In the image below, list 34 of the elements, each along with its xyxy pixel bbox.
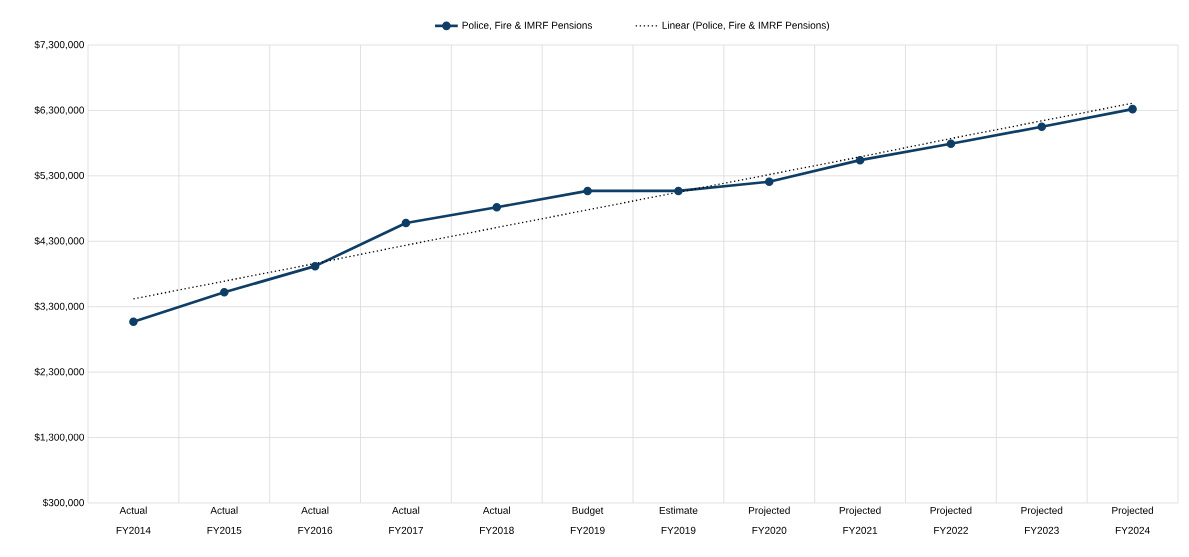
y-tick-label: $4,300,000: [34, 236, 85, 246]
point: [492, 202, 502, 212]
y-tick-label: $6,300,000: [34, 106, 85, 115]
category-label: Actual FY2014: [116, 506, 151, 534]
y-tick-label: $2,300,000: [34, 367, 85, 377]
point: [674, 186, 683, 196]
legend-label: Linear (Police, Fire & IMRF Pensions): [662, 21, 829, 31]
point: [1037, 122, 1047, 132]
y-tick-label: $3,300,000: [34, 302, 85, 312]
x-tick-label: Projected FY2022: [930, 506, 972, 534]
point: [764, 177, 774, 187]
point: [129, 317, 138, 327]
category-label: Actual FY2018: [480, 506, 514, 534]
category-label: Actual FY2017: [389, 506, 423, 534]
y-tick-label: $300,000: [42, 498, 85, 508]
y-tick-label: $7,300,000: [34, 40, 85, 50]
y-tick-label: $5,300,000: [34, 171, 85, 181]
x-tick-label: Projected FY2023: [1021, 506, 1063, 534]
x-tick-label: Projected FY2024: [1112, 506, 1154, 534]
point: [855, 155, 865, 165]
point: [583, 186, 592, 196]
point: [310, 261, 320, 271]
y-tick-label: $1,300,000: [34, 433, 85, 442]
category-label: Actual FY2015: [207, 506, 242, 534]
category-label: Actual FY2016: [298, 506, 333, 534]
category-label: Estimate FY2019: [659, 506, 698, 534]
x-tick-label: Budget FY2019: [570, 506, 605, 534]
x-tick-label: Projected FY2020: [748, 506, 790, 534]
x-tick-label: Projected FY2021: [839, 506, 881, 534]
point: [219, 288, 229, 297]
legend-label: Police, Fire & IMRF Pensions: [462, 21, 593, 31]
point: [401, 218, 411, 228]
point: [946, 139, 956, 149]
point: [1128, 104, 1137, 114]
